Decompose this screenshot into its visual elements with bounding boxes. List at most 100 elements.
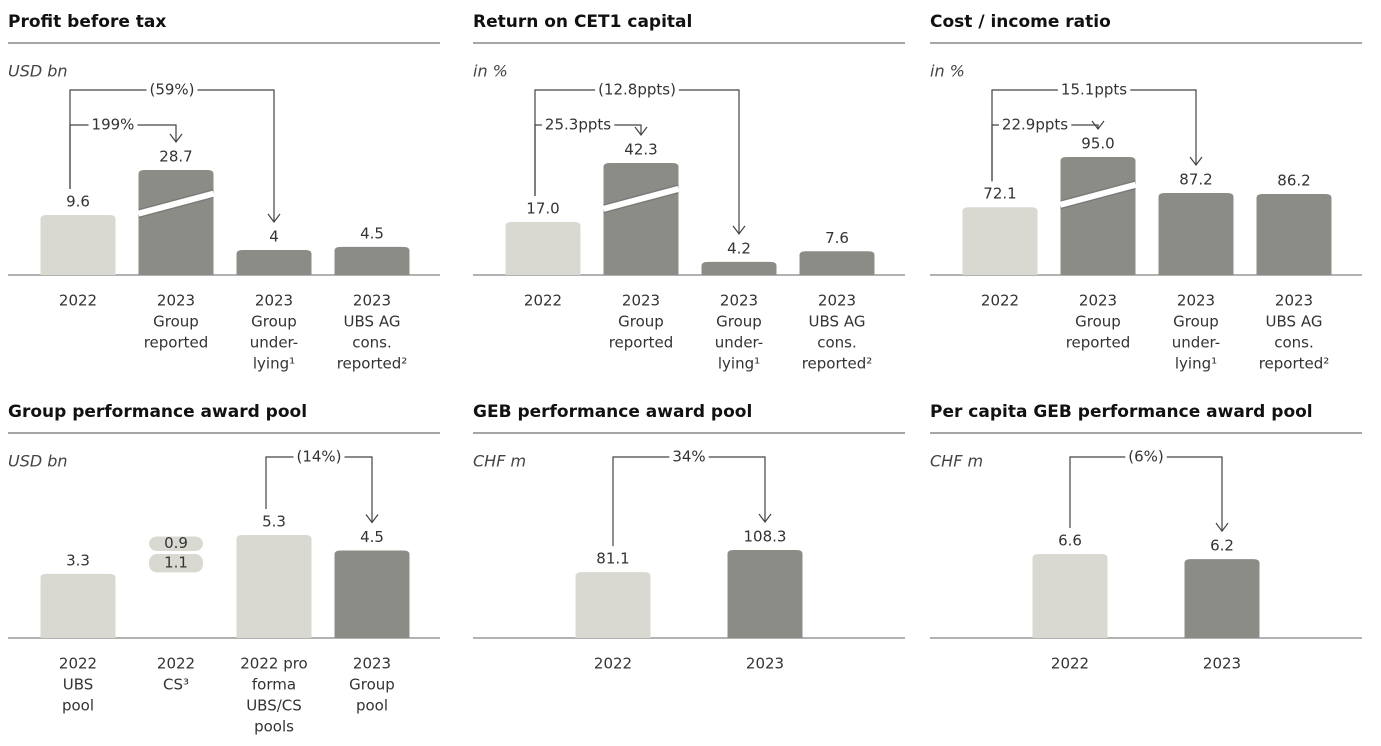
chart-title: Per capita GEB performance award pool (930, 402, 1313, 422)
change-bracket (612, 456, 766, 547)
category-label: 2023 (1203, 655, 1241, 673)
bar (603, 163, 679, 275)
bar (236, 250, 312, 275)
bar (334, 246, 410, 275)
category-label: reported² (337, 355, 408, 373)
category-label: 2022 (594, 655, 632, 673)
category-label: under- (1172, 334, 1220, 352)
bar (1184, 559, 1260, 638)
bar (334, 550, 410, 638)
change-arrow (169, 133, 183, 143)
category-label: reported² (1259, 355, 1330, 373)
bar-segment (149, 553, 203, 573)
category-label: lying¹ (253, 355, 295, 373)
bar (505, 222, 581, 275)
change-arrow (1091, 120, 1105, 130)
category-label: 2023 (746, 655, 784, 673)
value-label: 4.2 (727, 239, 751, 257)
bar (40, 215, 116, 275)
value-label: 9.6 (66, 193, 90, 211)
change-arrow (1189, 156, 1203, 166)
bar (1060, 157, 1136, 275)
category-label: UBS AG (1266, 313, 1323, 331)
category-label: UBS AG (344, 313, 401, 331)
category-label: reported (144, 334, 209, 352)
change-label: 22.9ppts (1002, 116, 1068, 134)
category-label: 2023 (157, 292, 195, 310)
category-label: 2022 (157, 655, 195, 673)
change-label: (6%) (1128, 448, 1164, 466)
category-label: 2023 (1275, 292, 1313, 310)
axis-break-edge (1060, 180, 1136, 210)
change-arrow (758, 513, 772, 523)
value-label: 81.1 (596, 550, 629, 568)
category-label: cons. (1274, 334, 1314, 352)
category-label: under- (715, 334, 763, 352)
category-label: Group (251, 313, 297, 331)
change-label: 25.3ppts (545, 116, 611, 134)
change-arrow (732, 225, 746, 235)
bar (727, 550, 803, 638)
category-label: Group (716, 313, 762, 331)
chart-subtitle: USD bn (8, 452, 68, 471)
change-label: 15.1ppts (1061, 81, 1127, 99)
value-label: 86.2 (1277, 171, 1310, 189)
bar (575, 572, 651, 638)
bar (701, 261, 777, 275)
change-arrow (365, 514, 379, 524)
category-label: UBS AG (809, 313, 866, 331)
category-label: 2023 (1079, 292, 1117, 310)
category-label: pool (356, 697, 388, 715)
chart-title: Cost / income ratio (930, 12, 1111, 32)
chart-title: Profit before tax (8, 12, 166, 32)
chart-subtitle: USD bn (8, 62, 68, 81)
value-label: 72.1 (983, 185, 1016, 203)
value-label: 0.9 (164, 534, 188, 552)
category-label: reported (609, 334, 674, 352)
change-arrow (634, 126, 648, 136)
bar (799, 251, 875, 275)
bar (40, 573, 116, 638)
category-label: UBS/CS (246, 697, 302, 715)
category-label: CS³ (163, 676, 189, 694)
category-label: 2022 pro (240, 655, 307, 673)
category-label: reported² (802, 355, 873, 373)
bar (1158, 193, 1234, 275)
category-label: reported (1066, 334, 1131, 352)
value-label: 87.2 (1179, 171, 1212, 189)
value-label: 42.3 (624, 141, 657, 159)
category-label: pool (62, 697, 94, 715)
chart-subtitle: CHF m (930, 452, 983, 471)
category-label: 2023 (255, 292, 293, 310)
axis-break (1059, 181, 1137, 208)
change-label-bg (1057, 80, 1131, 99)
category-label: under- (250, 334, 298, 352)
change-label-bg (293, 447, 345, 466)
category-label: 2023 (353, 292, 391, 310)
category-label: 2022 (59, 292, 97, 310)
value-label: 4 (269, 228, 279, 246)
change-label-bg (146, 80, 198, 99)
change-label: (14%) (296, 448, 341, 466)
change-arrow (1215, 522, 1229, 533)
category-label: 2022 (524, 292, 562, 310)
category-label: UBS (63, 676, 94, 694)
change-bracket (1069, 456, 1223, 532)
value-label: 108.3 (744, 528, 787, 546)
category-label: Group (153, 313, 199, 331)
value-label: 6.6 (1058, 532, 1082, 550)
category-label: cons. (817, 334, 857, 352)
change-label-bg (1125, 447, 1167, 466)
chart-subtitle: in % (473, 62, 508, 81)
value-label: 4.5 (360, 528, 384, 546)
value-label: 5.3 (262, 513, 286, 531)
category-label: lying¹ (1175, 355, 1217, 373)
category-label: 2022 (59, 655, 97, 673)
bar (962, 207, 1038, 275)
change-label: 199% (92, 116, 135, 134)
category-label: Group (618, 313, 664, 331)
value-label: 1.1 (164, 554, 188, 572)
change-arrow (267, 213, 281, 223)
change-label-bg (595, 80, 679, 99)
chart-title: Group performance award pool (8, 402, 307, 422)
